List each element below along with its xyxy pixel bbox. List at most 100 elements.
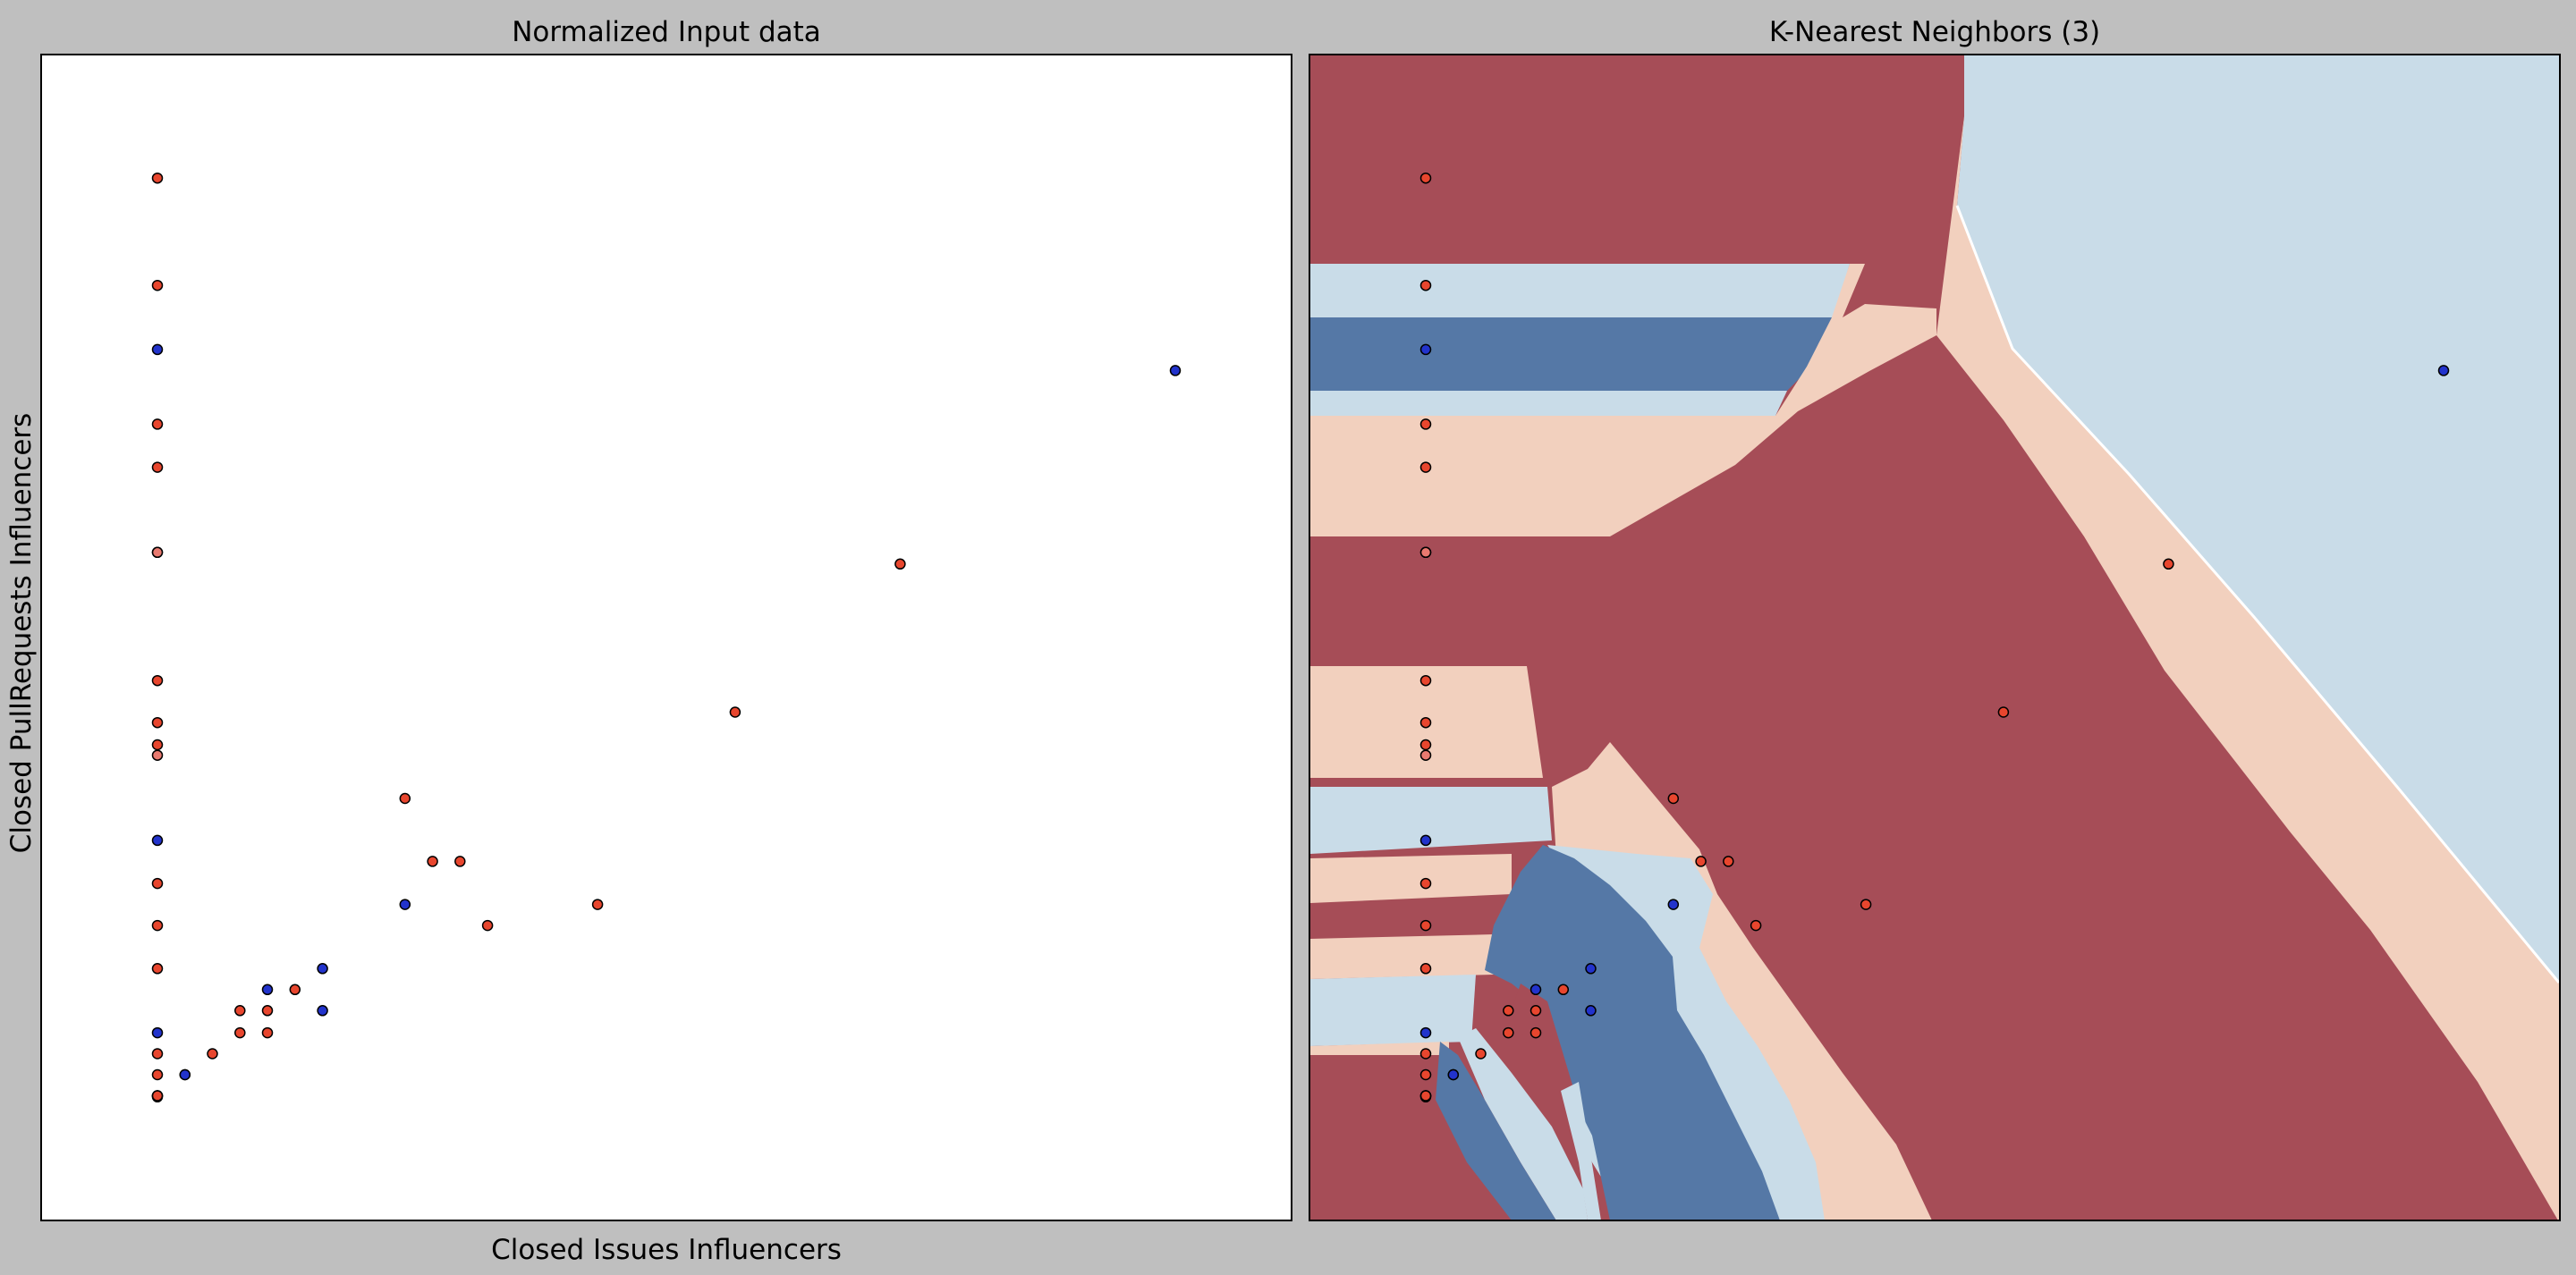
right-class-red-point bbox=[1419, 418, 1432, 430]
left-class-red-point bbox=[151, 674, 164, 687]
left-class-red-point bbox=[151, 1048, 164, 1060]
right-class-red-point bbox=[1997, 706, 2010, 718]
right-class-blue-point bbox=[1585, 963, 1597, 975]
left-class-red-point bbox=[151, 279, 164, 291]
region-darkred-center-inner bbox=[1512, 984, 1574, 1100]
left-class-blue-point bbox=[317, 1005, 328, 1017]
left-class-pink-point bbox=[151, 546, 164, 559]
left-class-red-point bbox=[151, 418, 164, 430]
right-class-red-point bbox=[1750, 919, 1762, 932]
left-class-blue-point bbox=[399, 899, 411, 910]
region-pink-top bbox=[1310, 264, 1936, 536]
right-class-blue-point bbox=[1447, 1068, 1460, 1081]
left-class-red-point bbox=[454, 856, 466, 867]
region-darkblue-bottom-left bbox=[1436, 1042, 1556, 1220]
right-class-blue-point bbox=[1419, 343, 1432, 356]
right-plot-frame bbox=[1309, 54, 2561, 1221]
right-class-red-point bbox=[1530, 1026, 1542, 1039]
right-class-red-point bbox=[1419, 461, 1432, 473]
left-class-red-point bbox=[729, 706, 741, 718]
left-class-red-point bbox=[894, 558, 906, 570]
region-lightblue-left-lower bbox=[1310, 787, 1552, 854]
left-class-red-point bbox=[151, 963, 164, 975]
right-class-red-point bbox=[1667, 792, 1680, 805]
left-class-blue-point bbox=[151, 1026, 164, 1039]
right-class-red-point bbox=[1419, 172, 1432, 184]
left-class-red-point bbox=[151, 1068, 164, 1081]
right-class-red-point bbox=[1419, 279, 1432, 291]
right-class-blue-point bbox=[1585, 1005, 1597, 1017]
right-class-red-point bbox=[1503, 1005, 1514, 1017]
left-class-blue-point bbox=[1169, 365, 1182, 376]
left-class-red-point bbox=[234, 1005, 246, 1017]
right-class-red-point bbox=[1860, 899, 1872, 910]
left-class-red-point bbox=[151, 877, 164, 890]
x-axis-label: Closed Issues Influencers bbox=[491, 1234, 842, 1266]
right-chart-title: K-Nearest Neighbors (3) bbox=[1768, 16, 2101, 48]
right-class-red-point bbox=[2163, 558, 2174, 570]
left-class-red-point bbox=[399, 792, 411, 805]
right-class-red-point bbox=[1419, 674, 1432, 687]
left-class-red-point bbox=[481, 919, 494, 932]
left-class-red-point bbox=[591, 899, 604, 910]
left-plot-area bbox=[40, 54, 1292, 1221]
right-class-red-point bbox=[1530, 1005, 1542, 1017]
region-lightblue-bottom-strip bbox=[1561, 1082, 1601, 1220]
right-scatter-points bbox=[1419, 172, 2450, 1103]
right-class-red-point bbox=[1557, 984, 1570, 996]
left-class-red-point bbox=[207, 1048, 218, 1060]
boundary-diagonal bbox=[1955, 205, 2559, 984]
left-class-red-point bbox=[289, 984, 301, 996]
left-class-red-point bbox=[151, 739, 164, 751]
region-pink-diagonal bbox=[1936, 116, 2559, 1220]
region-darkblue-center bbox=[1485, 845, 1780, 1220]
right-class-red-point bbox=[1419, 963, 1432, 975]
left-class-red-point bbox=[234, 1026, 246, 1039]
left-class-blue-point bbox=[151, 834, 164, 847]
right-class-red-point bbox=[1475, 1048, 1487, 1060]
right-class-red-point bbox=[1503, 1026, 1514, 1039]
left-class-red-point bbox=[261, 1005, 274, 1017]
left-class-red-point bbox=[151, 716, 164, 729]
region-pink-left-lower-2 bbox=[1310, 934, 1494, 979]
right-class-red-point bbox=[1419, 716, 1432, 729]
region-lightblue-bottom-left bbox=[1458, 1028, 1588, 1220]
right-class-pink-point bbox=[1419, 546, 1432, 559]
right-class-red-point bbox=[1419, 919, 1432, 932]
right-class-red-point bbox=[1419, 1048, 1432, 1060]
right-class-red-point bbox=[1419, 877, 1432, 890]
decision-regions bbox=[1310, 55, 2559, 1220]
left-class-red-point bbox=[151, 1090, 164, 1102]
right-class-red-point bbox=[1695, 856, 1707, 867]
right-class-blue-point bbox=[1667, 899, 1680, 910]
region-lightblue-top-left bbox=[1310, 264, 1850, 317]
left-class-red-point bbox=[151, 919, 164, 932]
region-darkblue-top-left bbox=[1310, 317, 1832, 391]
right-class-blue-point bbox=[2437, 365, 2450, 376]
region-lightblue-upper-right bbox=[1957, 55, 2559, 983]
left-class-red-point bbox=[261, 1026, 274, 1039]
region-pink-left-bottom bbox=[1310, 1042, 1449, 1055]
right-class-blue-point bbox=[1419, 834, 1432, 847]
right-class-blue-point bbox=[1530, 984, 1542, 996]
left-scatter-points bbox=[151, 172, 1182, 1103]
left-class-blue-point bbox=[151, 343, 164, 356]
right-class-blue-point bbox=[1419, 1026, 1432, 1039]
left-class-blue-point bbox=[261, 984, 274, 996]
left-class-pink-point bbox=[151, 749, 164, 761]
left-class-red-point bbox=[151, 461, 164, 473]
right-class-red-point bbox=[1419, 1090, 1432, 1102]
right-class-red-point bbox=[1419, 1068, 1432, 1081]
left-class-red-point bbox=[151, 172, 164, 184]
left-chart-title: Normalized Input data bbox=[512, 16, 821, 48]
left-class-blue-point bbox=[179, 1068, 191, 1081]
region-pink-left-lower bbox=[1310, 854, 1512, 903]
left-class-red-point bbox=[427, 856, 438, 867]
right-class-red-point bbox=[1723, 856, 1734, 867]
left-class-blue-point bbox=[317, 963, 328, 975]
region-lightblue-mid-left bbox=[1310, 391, 1787, 416]
region-lightblue-left-bottom bbox=[1310, 975, 1476, 1046]
region-pink-strip bbox=[1843, 304, 1936, 317]
right-class-red-point bbox=[1419, 739, 1432, 751]
